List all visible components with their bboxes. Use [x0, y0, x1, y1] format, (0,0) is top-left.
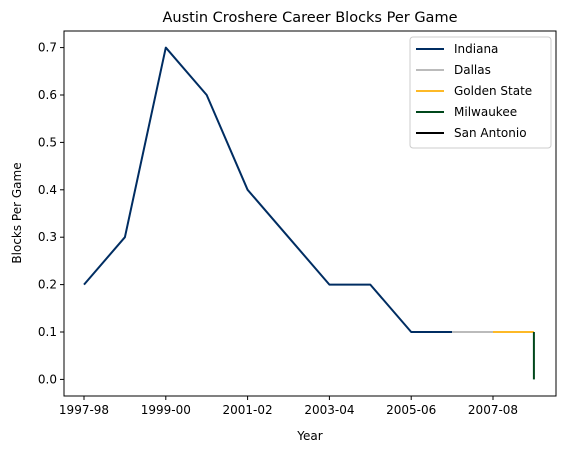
y-tick-label: 0.4: [38, 183, 57, 197]
y-axis: 0.0 0.1 0.2 0.3 0.4 0.5 0.6 0.7: [38, 41, 64, 386]
x-axis: 1997-98 1999-00 2001-02 2003-04 2005-06 2007-…: [59, 396, 518, 417]
legend-label: Indiana: [454, 42, 498, 56]
series-line-indiana: [83, 46, 453, 334]
x-tick-label: 1999-00: [141, 403, 191, 417]
legend: Indiana Dallas Golden State Milwaukee San An…: [409, 36, 552, 149]
x-tick-label: 2005-06: [386, 403, 436, 417]
y-tick-label: 0.1: [38, 325, 57, 339]
y-tick-label: 0.7: [38, 41, 57, 55]
y-axis-label: Blocks Per Game: [10, 162, 24, 263]
y-tick-label: 0.2: [38, 278, 57, 292]
legend-label: Milwaukee: [454, 105, 517, 119]
legend-label: San Antonio: [454, 126, 527, 140]
series-layer: [83, 46, 535, 380]
x-axis-label: Year: [296, 429, 322, 443]
x-tick-label: 2003-04: [304, 403, 354, 417]
legend-label: Golden State: [454, 84, 532, 98]
x-tick-label: 2001-02: [223, 403, 273, 417]
legend-box: [409, 36, 552, 149]
y-tick-label: 0.0: [38, 372, 57, 386]
x-tick-label: 1997-98: [59, 403, 109, 417]
y-tick-label: 0.6: [38, 88, 57, 102]
chart-title: Austin Croshere Career Blocks Per Game: [163, 10, 458, 26]
legend-label: Dallas: [454, 63, 491, 77]
x-tick-label: 2007-08: [468, 403, 518, 417]
y-tick-label: 0.3: [38, 230, 57, 244]
y-tick-label: 0.5: [38, 135, 57, 149]
plot-frame: [63, 30, 557, 397]
